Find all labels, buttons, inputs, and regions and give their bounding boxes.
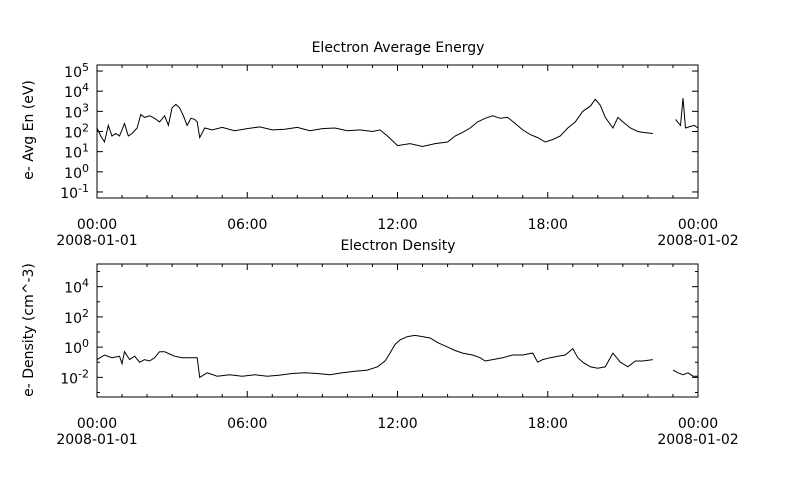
energy-x-tick-label: 18:00 [528, 217, 568, 233]
energy-y-tick-label: 10-1 [60, 182, 89, 202]
energy-y-tick-label: 101 [64, 142, 89, 162]
energy-y-tick-label: 104 [64, 81, 89, 101]
energy-trace [96, 98, 699, 148]
energy-y-tick-label: 105 [64, 61, 89, 81]
density-y-ticks: 10-2 100 102 104 [60, 271, 698, 393]
energy-x-tick-label: 12:00 [377, 217, 417, 233]
energy-y-tick-label: 103 [64, 101, 89, 121]
density-x-tick-label: 06:00 [227, 416, 267, 432]
density-x-tick-label: 00:00 [678, 416, 718, 432]
energy-series-line [96, 98, 653, 148]
density-series-line [672, 369, 698, 377]
energy-y-tick-label: 100 [64, 162, 89, 182]
density-y-tick-label: 102 [64, 307, 89, 327]
energy-panel: Electron Average Energy e- Avg En (eV) 1… [21, 40, 739, 249]
energy-plot-frame [96, 64, 699, 199]
energy-x-tick-label: 00:00 [678, 217, 718, 233]
energy-chart-title: Electron Average Energy [312, 40, 485, 56]
density-y-tick-label: 10-2 [60, 367, 89, 387]
density-y-axis-label: e- Density (cm^-3) [21, 263, 37, 397]
energy-x-tick-label: 06:00 [227, 217, 267, 233]
density-x-tick-label: 18:00 [528, 416, 568, 432]
density-x-date-label: 2008-01-01 [56, 432, 137, 448]
energy-y-axis-label: e- Avg En (eV) [21, 80, 37, 180]
energy-y-tick-label: 102 [64, 122, 89, 142]
density-x-tick-label: 00:00 [77, 416, 117, 432]
density-plot-frame [96, 263, 699, 398]
density-y-tick-label: 100 [64, 337, 89, 357]
density-x-tick-label: 12:00 [377, 416, 417, 432]
density-x-date-label: 2008-01-02 [657, 432, 738, 448]
energy-x-tick-label: 00:00 [77, 217, 117, 233]
density-chart-title: Electron Density [340, 238, 455, 254]
density-trace [96, 334, 698, 379]
energy-x-date-label: 2008-01-02 [657, 233, 738, 249]
density-series-line [96, 334, 653, 379]
energy-series-line [675, 98, 699, 129]
density-panel: Electron Density e- Density (cm^-3) 10-2… [21, 238, 739, 448]
density-y-tick-label: 104 [64, 277, 89, 297]
energy-x-date-label: 2008-01-01 [56, 233, 137, 249]
